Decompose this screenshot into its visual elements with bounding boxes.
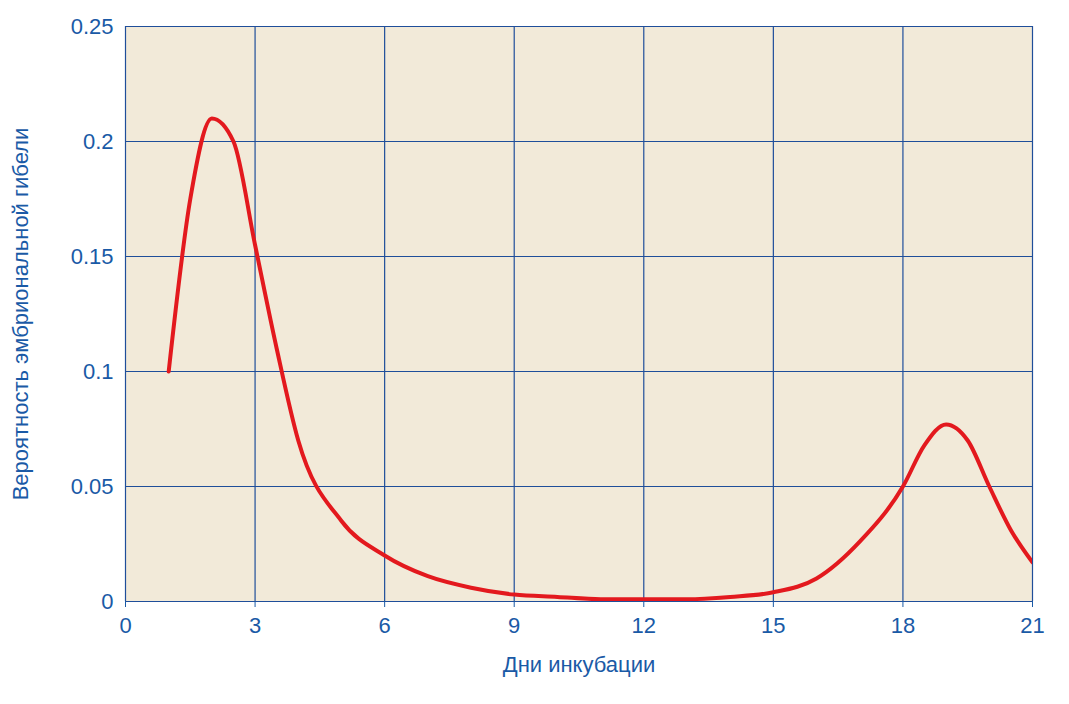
svg-text:21: 21: [1020, 613, 1044, 638]
svg-text:18: 18: [891, 613, 915, 638]
svg-text:3: 3: [249, 613, 261, 638]
svg-text:0.2: 0.2: [83, 129, 114, 154]
svg-text:15: 15: [761, 613, 785, 638]
svg-text:6: 6: [379, 613, 391, 638]
svg-text:0: 0: [119, 613, 131, 638]
svg-text:0.25: 0.25: [71, 14, 114, 39]
svg-text:Дни инкубации: Дни инкубации: [503, 652, 656, 677]
svg-text:0.15: 0.15: [71, 244, 114, 269]
svg-text:0.1: 0.1: [83, 359, 114, 384]
svg-text:0.05: 0.05: [71, 474, 114, 499]
svg-text:12: 12: [632, 613, 656, 638]
svg-text:0: 0: [101, 589, 113, 614]
svg-text:9: 9: [508, 613, 520, 638]
svg-text:Вероятность эмбриональной гибе: Вероятность эмбриональной гибели: [8, 128, 33, 501]
